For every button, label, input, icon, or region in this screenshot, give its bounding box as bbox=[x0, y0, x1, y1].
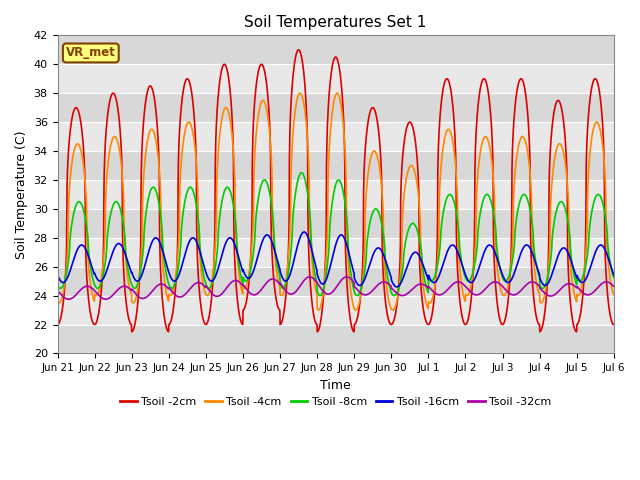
Tsoil -2cm bbox=[364, 120, 372, 125]
Bar bbox=[58, 180, 614, 209]
Bar bbox=[58, 296, 614, 324]
Bar bbox=[58, 64, 614, 93]
Tsoil -32cm bbox=[306, 274, 314, 280]
Line: Tsoil -16cm: Tsoil -16cm bbox=[58, 232, 614, 287]
Line: Tsoil -8cm: Tsoil -8cm bbox=[58, 173, 614, 296]
Tsoil -4cm bbox=[561, 159, 569, 165]
Tsoil -8cm bbox=[353, 293, 361, 299]
Tsoil -8cm bbox=[610, 275, 618, 280]
Line: Tsoil -2cm: Tsoil -2cm bbox=[58, 50, 614, 332]
Bar bbox=[58, 36, 614, 64]
Text: VR_met: VR_met bbox=[66, 47, 116, 60]
Tsoil -4cm bbox=[610, 291, 618, 297]
Tsoil -8cm bbox=[577, 278, 584, 284]
Line: Tsoil -4cm: Tsoil -4cm bbox=[58, 93, 614, 310]
Tsoil -4cm bbox=[498, 289, 506, 295]
Tsoil -32cm bbox=[352, 286, 360, 291]
Legend: Tsoil -2cm, Tsoil -4cm, Tsoil -8cm, Tsoil -16cm, Tsoil -32cm: Tsoil -2cm, Tsoil -4cm, Tsoil -8cm, Tsoi… bbox=[116, 393, 556, 411]
Tsoil -16cm bbox=[54, 272, 61, 278]
Tsoil -8cm bbox=[352, 292, 360, 298]
Title: Soil Temperatures Set 1: Soil Temperatures Set 1 bbox=[244, 15, 427, 30]
Tsoil -32cm bbox=[364, 291, 372, 297]
Tsoil -4cm bbox=[389, 307, 397, 313]
Tsoil -8cm bbox=[364, 230, 372, 236]
Tsoil -2cm bbox=[573, 329, 580, 335]
Bar bbox=[58, 122, 614, 151]
Tsoil -32cm bbox=[102, 296, 109, 302]
Tsoil -2cm bbox=[295, 47, 303, 53]
Tsoil -2cm bbox=[209, 283, 216, 288]
Y-axis label: Soil Temperature (C): Soil Temperature (C) bbox=[15, 130, 28, 259]
Tsoil -16cm bbox=[209, 278, 216, 284]
Bar bbox=[58, 267, 614, 296]
Tsoil -8cm bbox=[209, 278, 216, 284]
Bar bbox=[58, 238, 614, 267]
Tsoil -32cm bbox=[498, 283, 506, 288]
Tsoil -32cm bbox=[610, 284, 618, 289]
Tsoil -16cm bbox=[393, 284, 401, 290]
Tsoil -16cm bbox=[300, 229, 308, 235]
Tsoil -4cm bbox=[364, 172, 372, 178]
Tsoil -16cm bbox=[364, 267, 372, 273]
Tsoil -16cm bbox=[352, 279, 360, 285]
Tsoil -16cm bbox=[561, 245, 569, 251]
Tsoil -32cm bbox=[577, 288, 584, 293]
Tsoil -2cm bbox=[352, 320, 360, 325]
Line: Tsoil -32cm: Tsoil -32cm bbox=[58, 277, 614, 299]
Tsoil -4cm bbox=[209, 273, 216, 279]
Bar bbox=[58, 324, 614, 353]
Tsoil -4cm bbox=[54, 299, 61, 304]
Tsoil -4cm bbox=[577, 289, 584, 295]
Tsoil -32cm bbox=[54, 288, 61, 294]
Tsoil -8cm bbox=[561, 205, 569, 211]
Tsoil -32cm bbox=[561, 282, 569, 288]
Tsoil -32cm bbox=[209, 291, 217, 297]
Tsoil -2cm bbox=[54, 322, 61, 327]
Tsoil -4cm bbox=[352, 307, 360, 313]
Tsoil -2cm bbox=[577, 311, 584, 317]
Tsoil -8cm bbox=[298, 170, 305, 176]
Tsoil -16cm bbox=[610, 272, 618, 278]
Tsoil -2cm bbox=[561, 131, 569, 137]
Bar bbox=[58, 151, 614, 180]
Bar bbox=[58, 93, 614, 122]
Tsoil -16cm bbox=[577, 279, 584, 285]
Tsoil -8cm bbox=[498, 272, 506, 278]
Tsoil -2cm bbox=[497, 321, 505, 326]
Tsoil -8cm bbox=[54, 282, 61, 288]
Tsoil -4cm bbox=[333, 90, 341, 96]
Bar bbox=[58, 209, 614, 238]
X-axis label: Time: Time bbox=[320, 379, 351, 392]
Tsoil -16cm bbox=[498, 270, 506, 276]
Tsoil -2cm bbox=[610, 322, 618, 327]
